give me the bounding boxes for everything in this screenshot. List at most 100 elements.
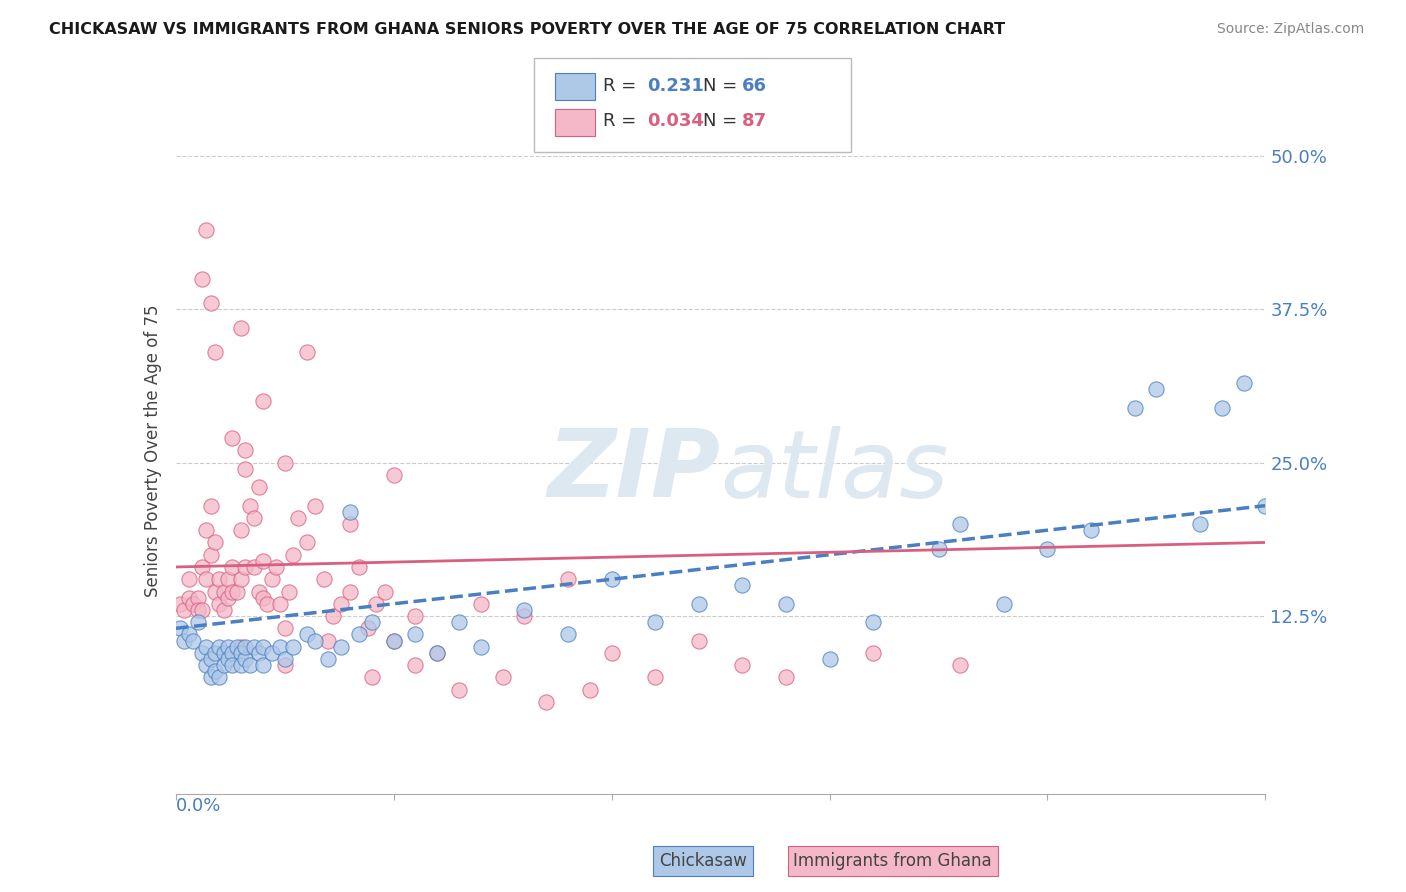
Point xyxy=(186,603,209,617)
Point xyxy=(204,664,226,679)
Point xyxy=(557,627,579,641)
Point xyxy=(191,603,214,617)
Point xyxy=(231,572,253,586)
Point xyxy=(239,658,262,673)
Point xyxy=(322,609,344,624)
Point xyxy=(426,646,449,660)
Point xyxy=(177,591,200,605)
Point xyxy=(252,658,274,673)
Point xyxy=(356,621,378,635)
Point xyxy=(191,271,214,285)
Point xyxy=(195,640,218,654)
Point xyxy=(217,652,239,666)
Text: 87: 87 xyxy=(742,112,768,130)
Point xyxy=(208,640,231,654)
Point xyxy=(382,633,405,648)
Point xyxy=(204,584,226,599)
Point xyxy=(221,431,243,445)
Point xyxy=(447,615,470,630)
Point xyxy=(221,560,243,574)
Point xyxy=(993,597,1015,611)
Point xyxy=(405,627,427,641)
Text: N =: N = xyxy=(703,77,742,95)
Point xyxy=(688,633,710,648)
Point xyxy=(405,609,427,624)
Point xyxy=(177,572,200,586)
Point xyxy=(339,505,361,519)
Point xyxy=(470,597,492,611)
Point xyxy=(231,658,253,673)
Point xyxy=(382,633,405,648)
Point xyxy=(304,633,326,648)
Text: atlas: atlas xyxy=(721,425,949,516)
Point xyxy=(243,560,266,574)
Point xyxy=(195,223,218,237)
Point xyxy=(208,670,231,684)
Point xyxy=(269,597,291,611)
Point xyxy=(225,640,247,654)
Point xyxy=(1189,517,1212,532)
Point xyxy=(949,517,972,532)
Point xyxy=(181,633,204,648)
Point xyxy=(862,646,884,660)
Text: CHICKASAW VS IMMIGRANTS FROM GHANA SENIORS POVERTY OVER THE AGE OF 75 CORRELATIO: CHICKASAW VS IMMIGRANTS FROM GHANA SENIO… xyxy=(49,22,1005,37)
Text: Chickasaw: Chickasaw xyxy=(659,852,747,870)
Point xyxy=(235,652,257,666)
Point xyxy=(191,560,214,574)
Text: 0.0%: 0.0% xyxy=(176,797,221,815)
Point xyxy=(928,541,950,556)
Point xyxy=(264,560,287,574)
Point xyxy=(212,603,235,617)
Point xyxy=(426,646,449,660)
Point xyxy=(256,597,278,611)
Point xyxy=(200,652,222,666)
Point xyxy=(360,670,382,684)
Point xyxy=(243,640,266,654)
Point xyxy=(274,456,297,470)
Point xyxy=(347,627,370,641)
Point xyxy=(200,548,222,562)
Point xyxy=(339,517,361,532)
Point xyxy=(212,646,235,660)
Point xyxy=(231,640,253,654)
Point xyxy=(600,646,623,660)
Point xyxy=(330,597,353,611)
Point xyxy=(235,462,257,476)
Point xyxy=(818,652,841,666)
Point xyxy=(347,560,370,574)
Point xyxy=(644,615,666,630)
Point xyxy=(600,572,623,586)
Point xyxy=(283,548,305,562)
Point xyxy=(1036,541,1059,556)
Point xyxy=(247,646,270,660)
Point xyxy=(186,591,209,605)
Point xyxy=(1254,499,1277,513)
Point xyxy=(231,646,253,660)
Text: 0.231: 0.231 xyxy=(647,77,703,95)
Point xyxy=(195,523,218,537)
Point xyxy=(252,640,274,654)
Point xyxy=(731,658,754,673)
Point xyxy=(221,658,243,673)
Point xyxy=(225,584,247,599)
Point xyxy=(513,603,536,617)
Point xyxy=(513,609,536,624)
Point xyxy=(1123,401,1146,415)
Point xyxy=(217,591,239,605)
Point xyxy=(186,615,209,630)
Text: R =: R = xyxy=(603,77,643,95)
Point xyxy=(195,658,218,673)
Point xyxy=(260,572,283,586)
Point xyxy=(318,652,340,666)
Point xyxy=(579,682,602,697)
Point xyxy=(644,670,666,684)
Point xyxy=(247,480,270,494)
Point xyxy=(295,627,318,641)
Point xyxy=(252,394,274,409)
Point xyxy=(295,535,318,549)
Point xyxy=(366,597,388,611)
Point xyxy=(195,572,218,586)
Point xyxy=(862,615,884,630)
Point xyxy=(382,467,405,482)
Point xyxy=(243,511,266,525)
